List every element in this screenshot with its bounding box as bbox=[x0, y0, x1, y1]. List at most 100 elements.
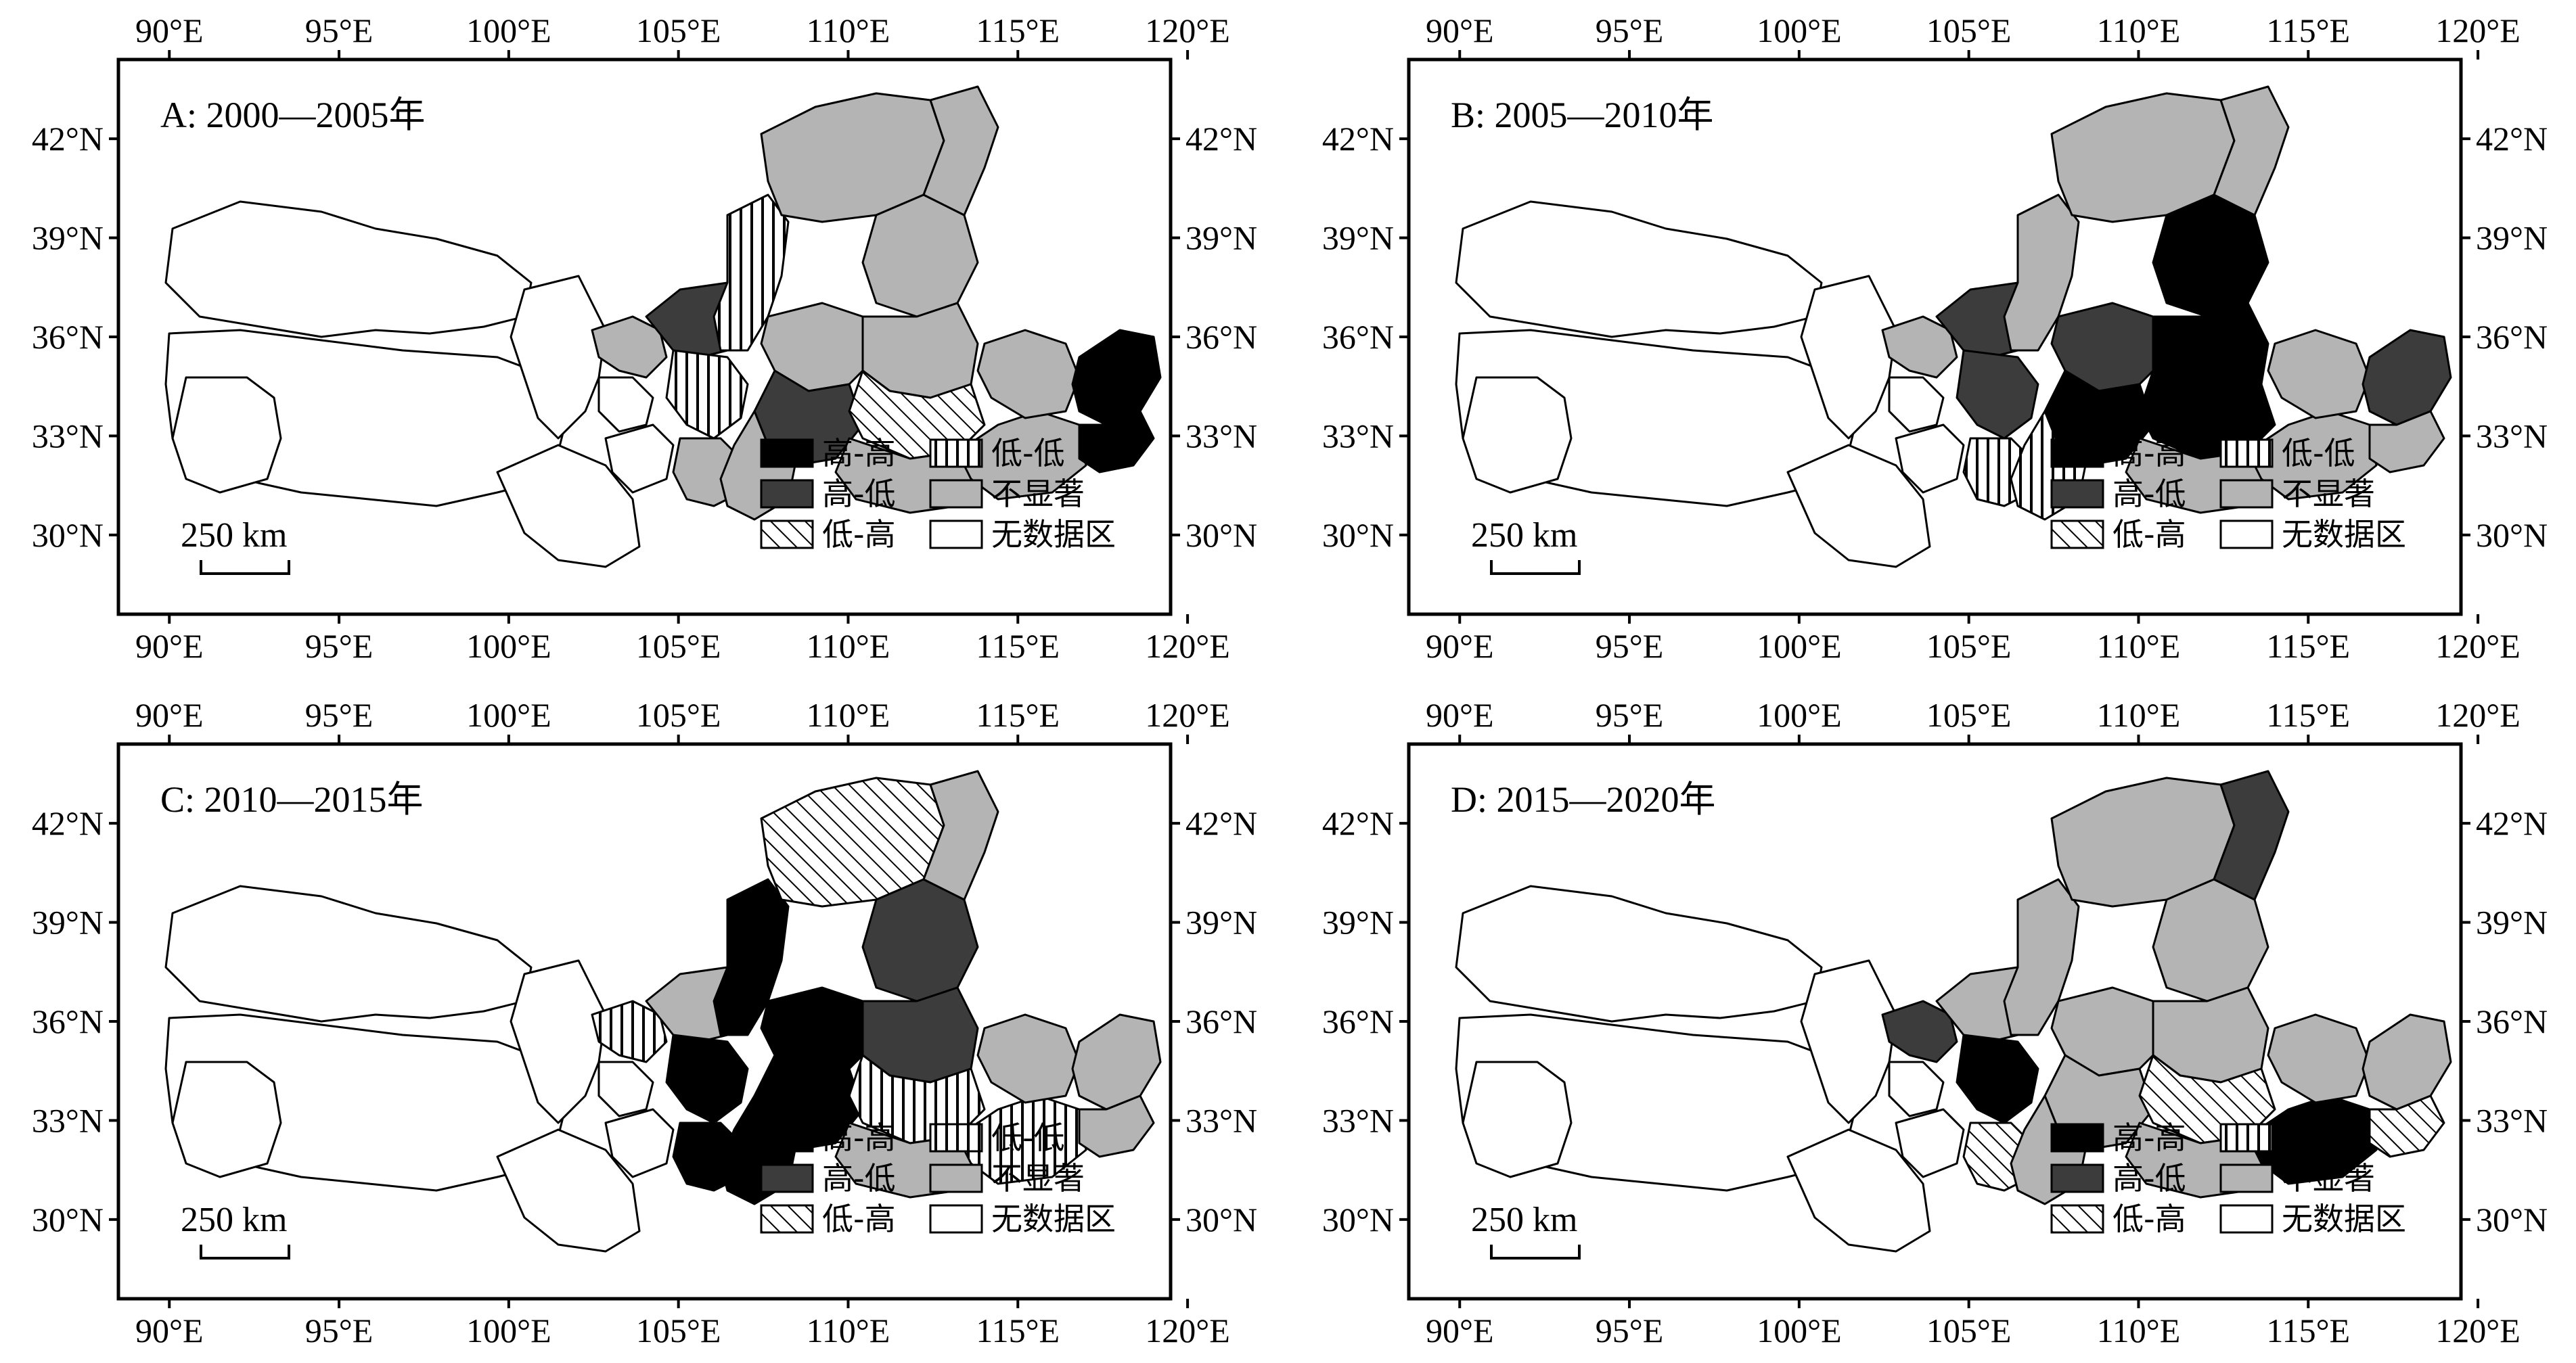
legend-swatch-no-data bbox=[929, 1204, 983, 1234]
region-westC bbox=[171, 1061, 282, 1178]
lon-label-bottom: 100°E bbox=[466, 627, 551, 665]
legend-label-low-low: 低-低 bbox=[2282, 1119, 2355, 1156]
legend-label-not-significant: 不显著 bbox=[2282, 1160, 2375, 1197]
lon-label-top: 90°E bbox=[135, 696, 204, 734]
lon-label-top: 90°E bbox=[1426, 696, 1494, 734]
lat-label-right: 42°N bbox=[2476, 804, 2548, 842]
lon-label-top: 105°E bbox=[1926, 11, 2012, 49]
legend-label-not-significant: 不显著 bbox=[991, 1160, 1085, 1197]
region-shanxi2 bbox=[848, 1054, 986, 1145]
region-westC bbox=[171, 376, 282, 494]
lat-label-left: 36°N bbox=[32, 1002, 104, 1040]
scale-bar-label: 250 km bbox=[181, 1201, 287, 1239]
lon-label-top: 100°E bbox=[1757, 696, 1842, 734]
scale-bar bbox=[200, 1245, 290, 1260]
lon-label-top: 105°E bbox=[1926, 696, 2012, 734]
lat-label-right: 30°N bbox=[1185, 1201, 1257, 1239]
region-westC bbox=[1462, 1061, 1573, 1178]
lat-label-left: 39°N bbox=[32, 904, 104, 942]
scale-bar-label: 250 km bbox=[181, 516, 287, 555]
legend-label-low-high: 低-高 bbox=[2112, 1201, 2186, 1237]
region-westA bbox=[164, 885, 533, 1023]
region-shanxi2 bbox=[848, 369, 986, 460]
region-midW bbox=[1800, 959, 1897, 1124]
region-layer bbox=[1455, 770, 2452, 1253]
lat-label-right: 39°N bbox=[2476, 904, 2548, 942]
lat-label-left: 30°N bbox=[1322, 1201, 1394, 1239]
lat-label-left: 36°N bbox=[1322, 1002, 1394, 1040]
region-shandong1 bbox=[976, 329, 1081, 419]
legend-label-high-low: 高-低 bbox=[822, 476, 896, 512]
legend-label-no-data: 无数据区 bbox=[2282, 516, 2406, 553]
region-gansu1 bbox=[1956, 349, 2039, 440]
lon-label-top: 115°E bbox=[976, 11, 1060, 49]
region-gansu1 bbox=[665, 349, 749, 440]
lon-label-bottom: 105°E bbox=[1926, 627, 2012, 665]
region-shanxi2 bbox=[2138, 1054, 2276, 1145]
legend-swatch-low-high bbox=[2050, 519, 2104, 549]
region-westA bbox=[1455, 885, 1823, 1023]
region-shandong2 bbox=[2362, 329, 2452, 426]
panel-title: C: 2010—2015年 bbox=[160, 779, 424, 820]
legend-label-high-low: 高-低 bbox=[822, 1160, 896, 1197]
scale-bar bbox=[200, 560, 290, 575]
region-innerM3 bbox=[2213, 770, 2290, 901]
panel-title: B: 2005—2010年 bbox=[1451, 95, 1714, 135]
region-shandong1 bbox=[2267, 329, 2371, 419]
region-wedge2 bbox=[597, 376, 654, 433]
lon-label-bottom: 110°E bbox=[2097, 1312, 2181, 1349]
region-shandong3 bbox=[1078, 1094, 1155, 1158]
lat-label-left: 39°N bbox=[1322, 219, 1394, 257]
lon-label-bottom: 120°E bbox=[2435, 627, 2521, 665]
lat-label-right: 36°N bbox=[1185, 318, 1257, 356]
lon-label-bottom: 100°E bbox=[1757, 1312, 1842, 1349]
legend-label-high-low: 高-低 bbox=[2112, 1160, 2186, 1197]
region-wedge1 bbox=[591, 1000, 668, 1063]
lat-label-right: 39°N bbox=[2476, 219, 2548, 257]
map-panel-d: 90°E 90°E 95°E 95°E 100°E 100°E 105°E 105°E 110°… bbox=[1322, 696, 2548, 1349]
region-southW bbox=[496, 444, 641, 568]
lon-label-bottom: 105°E bbox=[1926, 1312, 2012, 1349]
region-wedge3 bbox=[604, 1108, 675, 1178]
region-shandong1 bbox=[976, 1013, 1081, 1104]
legend-label-not-significant: 不显著 bbox=[991, 476, 1085, 512]
legend-label-low-low: 低-低 bbox=[991, 1119, 1065, 1156]
lon-label-top: 120°E bbox=[2435, 696, 2521, 734]
legend-label-high-low: 高-低 bbox=[2112, 476, 2186, 512]
region-westC bbox=[1462, 376, 1573, 494]
region-midW bbox=[510, 275, 607, 440]
lon-label-top: 105°E bbox=[636, 11, 721, 49]
legend-label-low-low: 低-低 bbox=[991, 435, 1065, 471]
lat-label-left: 42°N bbox=[32, 804, 104, 842]
region-shandong1 bbox=[2267, 1013, 2371, 1104]
legend-label-low-high: 低-高 bbox=[822, 516, 896, 553]
region-wedge2 bbox=[597, 1061, 654, 1117]
lat-label-right: 30°N bbox=[2476, 516, 2548, 554]
lat-label-left: 42°N bbox=[32, 120, 104, 158]
region-midW bbox=[1800, 275, 1897, 440]
lat-label-right: 36°N bbox=[2476, 1002, 2548, 1040]
lon-label-bottom: 105°E bbox=[636, 627, 721, 665]
region-southW bbox=[1786, 444, 1931, 568]
legend-swatch-high-low bbox=[760, 479, 814, 509]
region-innerM3 bbox=[922, 770, 999, 901]
legend-label-no-data: 无数据区 bbox=[991, 516, 1116, 553]
lat-label-right: 36°N bbox=[2476, 318, 2548, 356]
lon-label-bottom: 90°E bbox=[135, 627, 204, 665]
lon-label-bottom: 100°E bbox=[1757, 627, 1842, 665]
lat-label-left: 42°N bbox=[1322, 804, 1394, 842]
legend-swatch-high-low bbox=[760, 1163, 814, 1193]
lon-label-top: 100°E bbox=[466, 696, 551, 734]
lat-label-left: 36°N bbox=[1322, 318, 1394, 356]
scale-bar-label: 250 km bbox=[1471, 516, 1577, 555]
legend-label-high-high: 高-高 bbox=[822, 1119, 896, 1156]
region-shandong2 bbox=[1071, 329, 1162, 426]
legend-label-low-high: 低-高 bbox=[822, 1201, 896, 1237]
region-southW bbox=[1786, 1128, 1931, 1253]
map-panel-b: 90°E 90°E 95°E 95°E 100°E 100°E 105°E 105°E 110°… bbox=[1322, 11, 2548, 665]
legend-swatch-high-high bbox=[760, 1123, 814, 1153]
legend-label-no-data: 无数据区 bbox=[2282, 1201, 2406, 1237]
